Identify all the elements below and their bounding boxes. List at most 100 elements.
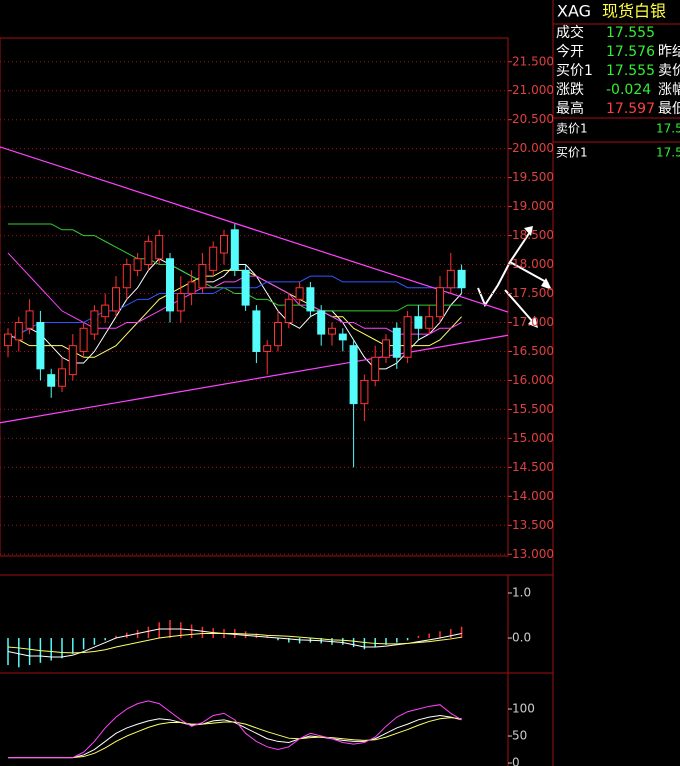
candle-body xyxy=(241,269,250,306)
candle-body xyxy=(14,321,23,341)
candle-body xyxy=(209,246,218,271)
symbol: XAG xyxy=(557,2,591,21)
indicator-line xyxy=(7,275,462,341)
y-tick-label: 0 xyxy=(512,756,520,766)
y-tick-label: 18.500 xyxy=(512,228,554,242)
y-tick-label: 15.500 xyxy=(512,402,554,416)
y-tick-label: 18.000 xyxy=(512,257,554,271)
candle-body xyxy=(338,333,347,341)
depth-value: 17.5 xyxy=(656,122,680,136)
trendline xyxy=(0,334,509,424)
candle-body xyxy=(79,327,88,352)
y-tick-label: 15.000 xyxy=(512,431,554,445)
indicator-line xyxy=(8,223,462,312)
depth-label: 卖价1 xyxy=(556,122,588,136)
quote-label: 成交 xyxy=(556,24,584,41)
candle-body xyxy=(47,374,56,387)
quote-value: -0.024 xyxy=(606,82,651,98)
quote-label: 最低 xyxy=(658,101,680,117)
candle-body xyxy=(425,316,434,329)
quote-label: 最高 xyxy=(556,100,584,117)
y-tick-label: 20.000 xyxy=(512,141,554,155)
y-tick-label: 50 xyxy=(512,729,527,743)
y-tick-label: 13.000 xyxy=(512,547,554,561)
candle-body xyxy=(36,321,45,370)
candle-body xyxy=(176,293,185,312)
indicator-line xyxy=(8,714,462,759)
candle-body xyxy=(25,310,34,329)
candle-body xyxy=(133,258,142,271)
candle-body xyxy=(328,327,336,335)
candle-body xyxy=(371,356,380,381)
candle-body xyxy=(122,264,131,289)
candle-body xyxy=(414,316,423,329)
main-frame xyxy=(0,37,509,557)
indicator-line xyxy=(8,717,462,759)
candle-body xyxy=(187,281,196,295)
y-tick-label: 16.500 xyxy=(512,344,554,358)
candle-body xyxy=(166,258,174,312)
candle-body xyxy=(90,310,99,335)
depth-value: 17.5 xyxy=(656,146,680,160)
candle-body xyxy=(274,321,282,347)
candle-body xyxy=(198,264,207,289)
candle-body xyxy=(252,310,261,352)
candle-body xyxy=(403,316,412,358)
quote-label: 今开 xyxy=(556,44,584,60)
candle-body xyxy=(295,287,304,300)
y-tick-label: 19.000 xyxy=(512,199,554,213)
y-tick-label: 0.0 xyxy=(512,631,531,645)
candle-body xyxy=(360,379,369,405)
indicator-line xyxy=(8,700,462,759)
quote-label: 涨跌 xyxy=(556,82,584,98)
quote-value: 17.555 xyxy=(606,63,655,79)
candle-body xyxy=(392,327,401,358)
quote-value: 17.555 xyxy=(606,25,655,41)
y-tick-label: 13.500 xyxy=(512,518,554,532)
y-tick-label: 20.500 xyxy=(512,112,554,126)
candle-body xyxy=(68,345,77,376)
y-tick-label: 100 xyxy=(512,702,535,716)
quote-label: 买价1 xyxy=(556,63,593,79)
arrows xyxy=(477,226,552,328)
candle-body xyxy=(436,287,444,318)
candle-body xyxy=(306,287,315,312)
depth-label: 买价1 xyxy=(556,146,588,160)
y-tick-label: 17.000 xyxy=(512,315,554,329)
candle-body xyxy=(382,339,390,358)
candle-body xyxy=(317,310,326,335)
quote-value: 17.597 xyxy=(606,101,655,117)
candle-body xyxy=(230,229,239,271)
y-tick-label: 16.000 xyxy=(512,373,554,387)
symbol-name: 现货白银 xyxy=(602,2,666,21)
candle-body xyxy=(112,287,120,312)
y-tick-label: 17.500 xyxy=(512,286,554,300)
candle-body xyxy=(349,345,358,405)
y-tick-label: 1.0 xyxy=(512,586,531,600)
candle-body xyxy=(220,235,228,254)
quote-label: 涨幅 xyxy=(658,82,680,98)
candle-body xyxy=(457,269,466,289)
y-tick-label: 14.000 xyxy=(512,489,554,503)
candle-body xyxy=(58,368,66,387)
candle-body xyxy=(446,269,455,289)
candle-body xyxy=(155,235,164,260)
y-tick-label: 14.500 xyxy=(512,460,554,474)
trendline xyxy=(0,146,509,313)
y-tick-label: 19.500 xyxy=(512,170,554,184)
candle-body xyxy=(4,333,12,347)
quote-label: 昨结 xyxy=(658,44,680,60)
candle-body xyxy=(263,345,272,352)
indicator-line xyxy=(7,628,462,658)
y-tick-label: 21.000 xyxy=(512,83,554,97)
candle-body xyxy=(144,240,153,266)
quote-label: 卖价 xyxy=(658,63,680,79)
candle-body xyxy=(284,298,293,323)
indicator-line xyxy=(7,633,462,654)
quote-value: 17.576 xyxy=(606,44,655,60)
candle-body xyxy=(101,304,110,318)
y-tick-label: 21.500 xyxy=(512,54,554,68)
